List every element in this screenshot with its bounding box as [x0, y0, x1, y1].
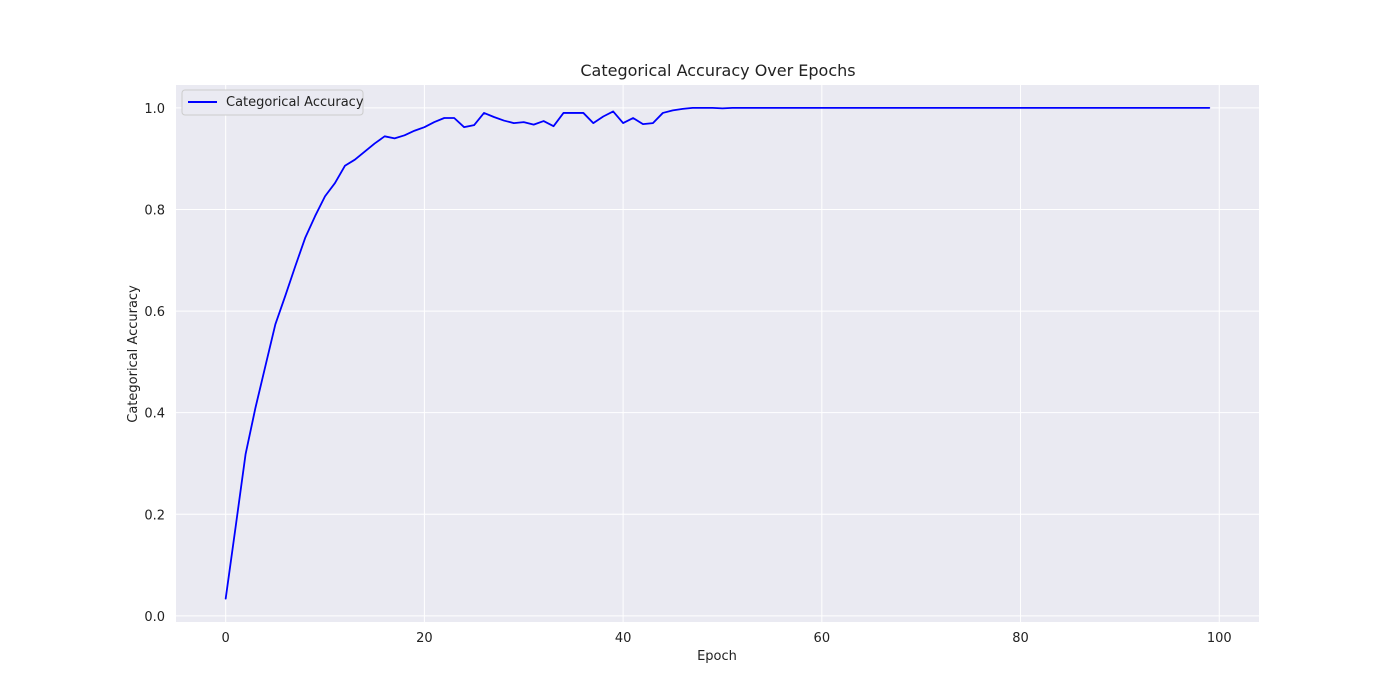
- legend: Categorical Accuracy: [181, 89, 364, 116]
- x-tick-label: 40: [615, 631, 632, 646]
- y-tick-label: 0.8: [144, 203, 165, 218]
- y-tick-label: 1.0: [144, 102, 165, 117]
- y-tick-label: 0.4: [144, 407, 165, 422]
- x-tick-label: 100: [1207, 631, 1232, 646]
- x-tick-label: 80: [1012, 631, 1029, 646]
- series-line-categorical-accuracy: [224, 106, 1211, 600]
- legend-label-categorical-accuracy: Categorical Accuracy: [226, 95, 364, 110]
- chart-title: Categorical Accuracy Over Epochs: [580, 61, 855, 80]
- y-tick-label: 0.6: [144, 305, 165, 320]
- grid-lines: [176, 85, 1259, 622]
- y-tick-label: 0.2: [144, 508, 165, 523]
- series-layer: [224, 106, 1211, 600]
- legend-box: [181, 89, 364, 116]
- x-tick-label: 60: [814, 631, 831, 646]
- y-axis-label: Categorical Accuracy: [126, 285, 141, 423]
- x-axis-label: Epoch: [697, 649, 737, 664]
- y-tick-label: 0.0: [144, 610, 165, 625]
- plot-area: [176, 85, 1259, 622]
- tick-labels: 0 20 40 60 80 100 0.0 0.2 0.4 0.6 0.8 1.0: [144, 102, 1231, 646]
- x-tick-label: 20: [416, 631, 433, 646]
- x-tick-label: 0: [222, 631, 230, 646]
